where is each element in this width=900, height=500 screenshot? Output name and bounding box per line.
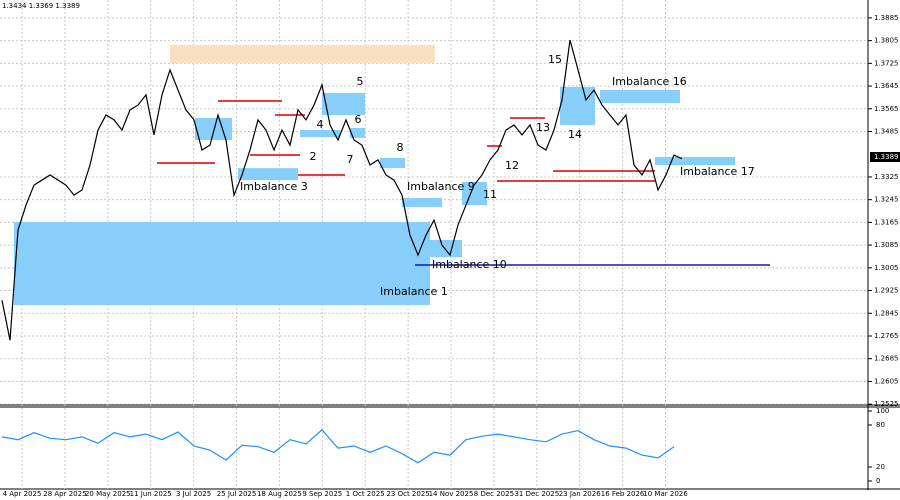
y-tick-label: 1.2765 — [874, 332, 899, 340]
x-tick-label: 1 Oct 2025 — [346, 490, 385, 498]
zone — [402, 197, 442, 208]
indicator-tick-label: 20 — [876, 463, 885, 471]
indicator-tick-label: 100 — [876, 407, 889, 415]
y-tick-label: 1.3245 — [874, 196, 899, 204]
zone-block — [560, 87, 595, 125]
x-tick-label: 4 Apr 2025 — [3, 490, 42, 498]
y-tick-label: 1.2685 — [874, 355, 899, 363]
marker-label: 5 — [357, 75, 364, 88]
marker-label: 6 — [355, 113, 362, 126]
last-price-label: 1.3389 — [874, 153, 899, 161]
x-tick-label: 16 Feb 2026 — [601, 490, 645, 498]
marker-label: 14 — [568, 128, 582, 141]
x-tick-label: 18 Aug 2025 — [257, 490, 302, 498]
zone-label: Imbalance 9 — [407, 180, 475, 193]
zone — [600, 90, 680, 104]
x-tick-label: 31 Dec 2025 — [514, 490, 559, 498]
marker-label: 11 — [483, 188, 497, 201]
marker-label: 12 — [505, 159, 519, 172]
y-tick-label: 1.3005 — [874, 264, 899, 272]
y-tick-label: 1.3885 — [874, 14, 899, 22]
zone — [238, 168, 298, 181]
zone-label: Imbalance 10 — [432, 258, 507, 271]
y-tick-label: 1.2845 — [874, 309, 899, 317]
support-lines — [157, 100, 655, 182]
marker-label: 7 — [347, 153, 354, 166]
zone-label: Imbalance 3 — [240, 180, 308, 193]
y-tick-label: 1.3485 — [874, 127, 899, 135]
x-tick-label: 11 Jun 2025 — [130, 490, 172, 498]
zone-block — [195, 118, 232, 140]
zone — [655, 157, 735, 166]
zone — [14, 222, 430, 306]
y-tick-label: 1.3165 — [874, 218, 899, 226]
plot — [1, 39, 683, 341]
y-tick-label: 1.3085 — [874, 241, 899, 249]
x-tick-label: 3 Jul 2025 — [176, 490, 211, 498]
last-price-box — [870, 152, 900, 162]
zone-label: Imbalance 16 — [612, 75, 687, 88]
marker-label: 15 — [548, 53, 562, 66]
y-tick-label: 1.2925 — [874, 287, 899, 295]
y-tick-label: 1.3565 — [874, 105, 899, 113]
indicator-tick-label: 80 — [876, 421, 885, 429]
x-tick-label: 25 Jul 2025 — [217, 490, 257, 498]
x-tick-label: 20 May 2025 — [85, 490, 131, 498]
y-tick-label: 1.3645 — [874, 82, 899, 90]
price-line — [1, 39, 683, 341]
x-tick-label: 9 Sep 2025 — [302, 490, 342, 498]
x-tick-label: 28 Apr 2025 — [43, 490, 86, 498]
zone-block — [380, 158, 405, 168]
indicator-line — [1, 429, 675, 464]
zones — [14, 44, 770, 306]
marker-label: 8 — [397, 141, 404, 154]
y-tick-label: 1.3725 — [874, 59, 899, 67]
y-tick-label: 1.2525 — [874, 400, 899, 408]
marker-label: 2 — [310, 150, 317, 163]
marker-label: 13 — [536, 121, 550, 134]
x-tick-label: 10 Mar 2026 — [643, 490, 688, 498]
y-tick-label: 1.3805 — [874, 37, 899, 45]
zone-block — [322, 93, 365, 115]
x-tick-label: 23 Jan 2026 — [559, 490, 602, 498]
marker-label: 4 — [317, 118, 324, 131]
indicator-tick-label: 0 — [876, 477, 880, 485]
zone-label: Imbalance 17 — [680, 165, 755, 178]
zone-block — [350, 128, 365, 138]
y-tick-label: 1.2605 — [874, 377, 899, 385]
x-tick-label: 8 Dec 2025 — [474, 490, 514, 498]
zone-label: Imbalance 1 — [380, 285, 448, 298]
price-header: 1.3434 1.3369 1.3389 — [2, 2, 80, 10]
x-tick-label: 23 Oct 2025 — [386, 490, 429, 498]
zone — [170, 44, 435, 64]
x-tick-label: 14 Nov 2025 — [429, 490, 474, 498]
zone-block — [300, 130, 340, 137]
y-tick-label: 1.3325 — [874, 173, 899, 181]
